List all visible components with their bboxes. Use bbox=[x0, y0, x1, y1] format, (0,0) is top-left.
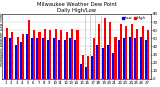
Bar bbox=[145, 40, 147, 79]
Bar bbox=[66, 32, 68, 79]
Bar bbox=[85, 67, 87, 79]
Bar bbox=[109, 22, 111, 79]
Bar bbox=[147, 30, 149, 79]
Bar bbox=[120, 24, 122, 79]
Bar bbox=[28, 20, 30, 79]
Legend: Low, High: Low, High bbox=[122, 16, 146, 21]
Bar bbox=[31, 38, 33, 79]
Bar bbox=[80, 64, 82, 79]
Bar bbox=[38, 32, 40, 79]
Bar bbox=[47, 40, 49, 79]
Bar bbox=[22, 34, 24, 79]
Bar bbox=[64, 40, 66, 79]
Bar bbox=[140, 37, 142, 79]
Bar bbox=[15, 45, 17, 79]
Bar bbox=[69, 38, 71, 79]
Bar bbox=[107, 45, 109, 79]
Bar bbox=[102, 48, 104, 79]
Bar bbox=[125, 26, 127, 79]
Bar bbox=[42, 38, 44, 79]
Bar bbox=[44, 29, 46, 79]
Bar bbox=[96, 45, 98, 79]
Bar bbox=[74, 40, 76, 79]
Bar bbox=[53, 38, 55, 79]
Bar bbox=[87, 56, 89, 79]
Bar bbox=[71, 29, 73, 79]
Bar bbox=[4, 37, 6, 79]
Bar bbox=[26, 34, 28, 79]
Bar bbox=[55, 29, 57, 79]
Bar bbox=[6, 28, 8, 79]
Text: Milwaukee Weather Dew Point: Milwaukee Weather Dew Point bbox=[0, 12, 4, 66]
Bar bbox=[136, 29, 138, 79]
Bar bbox=[60, 30, 62, 79]
Bar bbox=[76, 30, 79, 79]
Bar bbox=[118, 40, 120, 79]
Bar bbox=[104, 18, 106, 79]
Bar bbox=[131, 24, 133, 79]
Bar bbox=[82, 55, 84, 79]
Bar bbox=[11, 32, 13, 79]
Bar bbox=[134, 38, 136, 79]
Bar bbox=[114, 37, 116, 79]
Bar bbox=[33, 30, 35, 79]
Bar bbox=[98, 24, 100, 79]
Bar bbox=[36, 38, 38, 79]
Bar bbox=[17, 37, 19, 79]
Bar bbox=[112, 53, 114, 79]
Bar bbox=[20, 41, 22, 79]
Bar bbox=[91, 56, 93, 79]
Bar bbox=[49, 30, 51, 79]
Bar bbox=[58, 40, 60, 79]
Bar bbox=[129, 37, 131, 79]
Bar bbox=[142, 26, 144, 79]
Bar bbox=[9, 38, 11, 79]
Bar bbox=[123, 38, 125, 79]
Bar bbox=[93, 38, 95, 79]
Title: Milwaukee Weather Dew Point
Daily High/Low: Milwaukee Weather Dew Point Daily High/L… bbox=[36, 2, 116, 13]
